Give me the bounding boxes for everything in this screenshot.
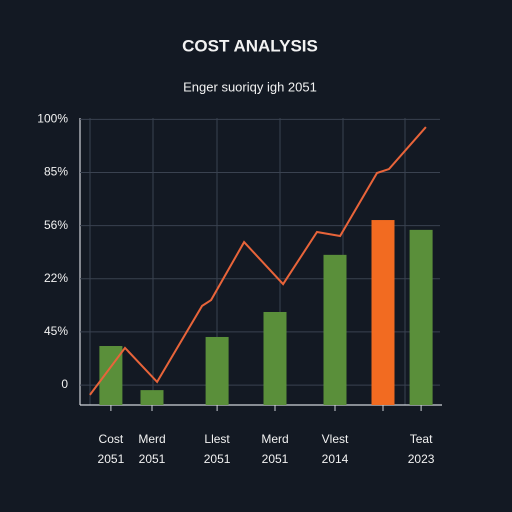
y-tick-label: 85% [44, 165, 68, 179]
bar [140, 390, 164, 405]
bar [371, 220, 395, 405]
chart-title: COST ANALYSIS [182, 36, 318, 55]
x-tick-label: Merd [138, 432, 165, 446]
x-tick-label: 2051 [204, 452, 231, 466]
x-tick-label: 2051 [139, 452, 166, 466]
x-tick-label: Llest [204, 432, 230, 446]
x-tick-label: 2014 [322, 452, 349, 466]
bar [323, 254, 347, 405]
y-tick-label: 0 [61, 377, 68, 391]
chart-subtitle: Enger suoriqy igh 2051 [183, 79, 317, 94]
line [89, 126, 427, 396]
y-tick-label: 100% [37, 112, 68, 126]
y-tick-label: 56% [44, 218, 68, 232]
bar [99, 346, 123, 405]
x-tick-label: Vlest [322, 432, 349, 446]
x-tick-label: 2023 [408, 452, 435, 466]
bar [263, 311, 287, 405]
x-tick-label: 2051 [98, 452, 125, 466]
y-tick-label: 45% [44, 324, 68, 338]
bar [409, 229, 433, 405]
x-tick-label: Cost [99, 432, 124, 446]
bar [205, 336, 229, 405]
x-tick-label: Teat [410, 432, 433, 446]
y-tick-label: 22% [44, 271, 68, 285]
x-tick-label: 2051 [262, 452, 289, 466]
x-tick-label: Merd [261, 432, 288, 446]
